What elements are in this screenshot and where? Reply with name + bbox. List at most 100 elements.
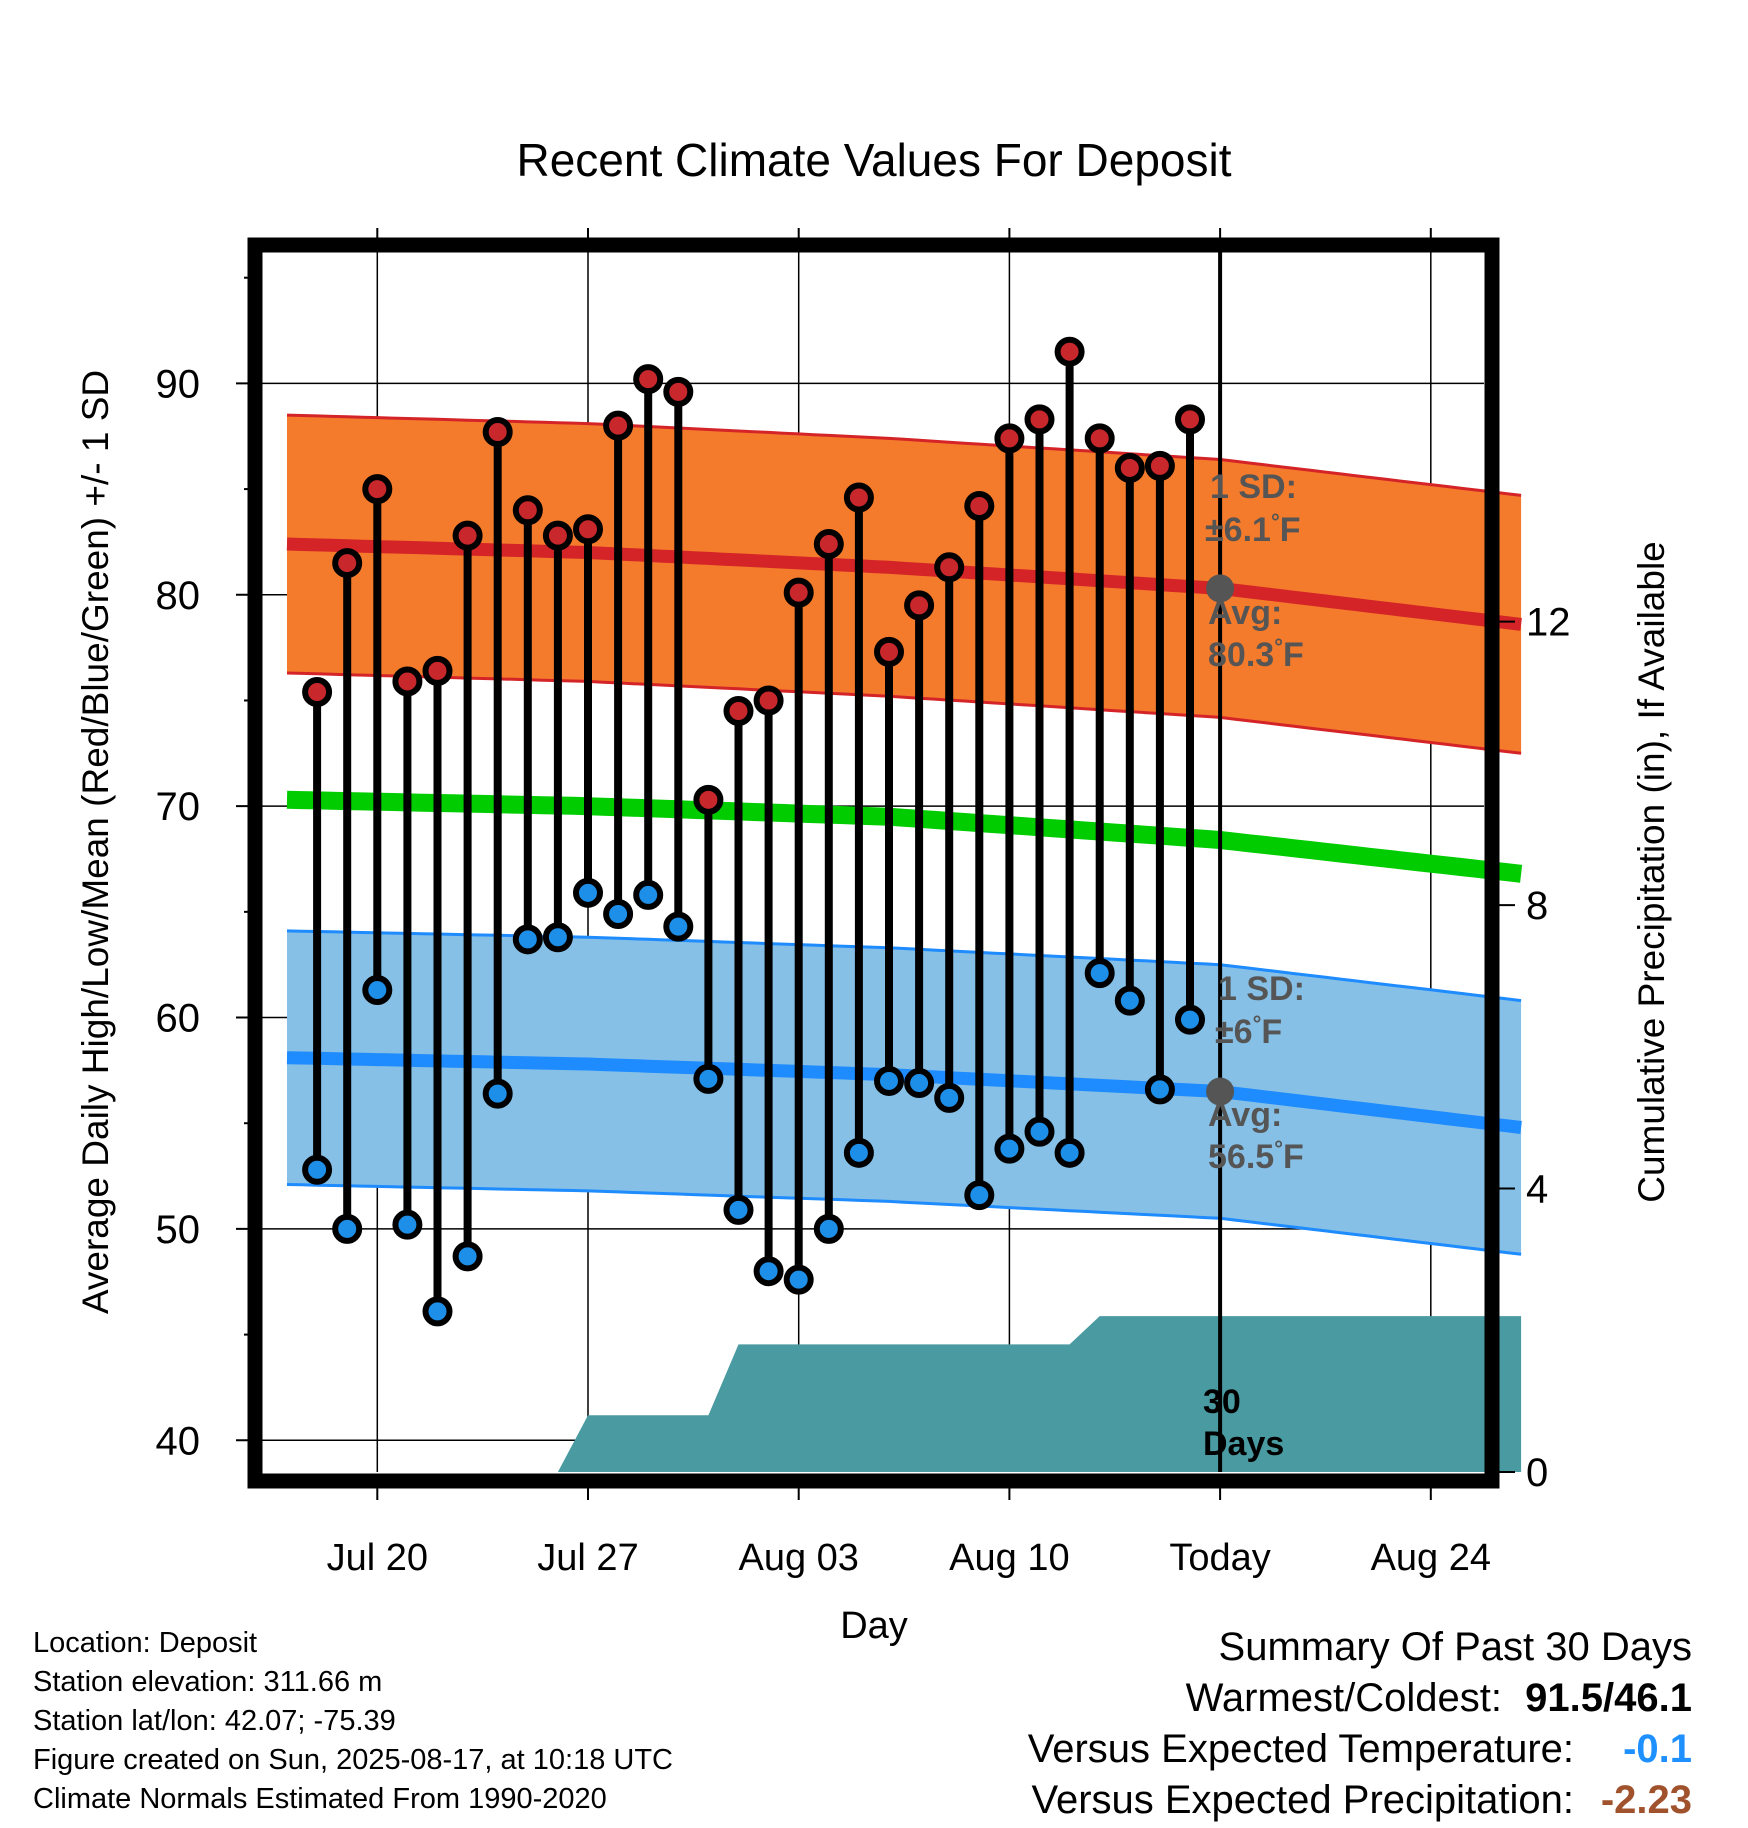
high-temp-marker [1024, 404, 1055, 435]
high-temp-marker [783, 577, 814, 608]
high-temp-marker [332, 548, 363, 579]
low-temp-marker [302, 1154, 333, 1185]
high-temp-marker [603, 410, 634, 441]
high-avg-label: Avg: [1208, 594, 1282, 632]
latlon-text: Station lat/lon: 42.07; -75.39 [33, 1705, 396, 1737]
high-temp-marker [753, 685, 784, 716]
high-temp-marker [542, 520, 573, 551]
summary-precip-row: Versus Expected Precipitation: -2.23 [1028, 1775, 1692, 1826]
y2-tick-label: 0 [1526, 1451, 1548, 1495]
warmest-value: 91.5/46.1 [1525, 1676, 1692, 1720]
low-temp-marker [452, 1241, 483, 1272]
x-axis-label: Day [840, 1605, 908, 1647]
low-sd-value: ±6°F [1215, 1011, 1282, 1051]
low-temp-marker [392, 1209, 423, 1240]
high-temp-marker [392, 666, 423, 697]
station-info: Location: Deposit Station elevation: 311… [33, 1624, 673, 1819]
low-temp-marker [603, 898, 634, 929]
daily-markers [302, 336, 1235, 1327]
high-temp-marker [512, 495, 543, 526]
y-axis-label: Average Daily High/Low/Mean (Red/Blue/Gr… [75, 370, 116, 1314]
high-temp-marker [633, 364, 664, 395]
x-tick-label: Jul 27 [537, 1537, 638, 1579]
temp-label: Versus Expected Temperature: [1027, 1727, 1574, 1771]
low-temp-marker [994, 1133, 1025, 1164]
low-temp-marker [843, 1137, 874, 1168]
y-tick-label: 90 [156, 362, 201, 406]
high-sd-label: 1 SD: [1210, 468, 1297, 506]
y-tick-label: 50 [156, 1208, 201, 1252]
precip-value: -2.23 [1600, 1778, 1692, 1822]
low-sd-band [287, 930, 1522, 1255]
high-temp-marker [934, 552, 965, 583]
high-temp-marker [302, 677, 333, 708]
y-tick-label: 70 [156, 785, 201, 829]
chart-title: Recent Climate Values For Deposit [517, 134, 1232, 186]
low-temp-marker [422, 1296, 453, 1327]
high-temp-marker [663, 376, 694, 407]
low-sd-label: 1 SD: [1218, 970, 1305, 1008]
low-sd-upper-edge [286, 929, 1522, 1003]
high-temp-marker [904, 590, 935, 621]
low-temp-marker [904, 1068, 935, 1099]
summary-temp-row: Versus Expected Temperature: -0.1 [1028, 1724, 1692, 1775]
low-temp-marker [934, 1082, 965, 1113]
axes: 40 50 60 70 80 90 0 4 8 12 Jul 20 Jul 27 Aug 03 Aug 1… [156, 228, 1571, 1579]
low-temp-marker [1084, 958, 1115, 989]
precip-label: Versus Expected Precipitation: [1031, 1778, 1574, 1822]
low-temp-marker [663, 911, 694, 942]
today-low-normal-marker [1206, 1077, 1235, 1106]
low-temp-marker [874, 1065, 904, 1096]
low-temp-marker [813, 1213, 844, 1244]
high-temp-marker [1144, 450, 1175, 481]
y2-axis-label: Cumulative Precipitation (in), If Availa… [1631, 541, 1672, 1203]
x-tick-label: Jul 20 [327, 1537, 428, 1579]
low-temp-marker [633, 879, 664, 910]
high-temp-marker [723, 696, 754, 727]
low-temp-marker [542, 922, 573, 953]
today-high-normal-marker [1206, 574, 1235, 603]
cumulative-precip-area [287, 1316, 1522, 1472]
high-mean-line [286, 537, 1522, 631]
high-temp-marker [1084, 423, 1115, 454]
high-temp-marker [1114, 452, 1145, 483]
high-temp-marker [813, 529, 844, 560]
low-temp-marker [482, 1078, 513, 1109]
high-temp-marker [362, 474, 393, 505]
low-temp-marker [1054, 1137, 1085, 1168]
x-tick-label: Aug 03 [738, 1537, 858, 1579]
low-temp-marker [723, 1194, 754, 1225]
normals-text: Climate Normals Estimated From 1990-2020 [33, 1783, 607, 1815]
plot-frame [247, 237, 1500, 1489]
low-avg-value: 56.5°F [1208, 1136, 1304, 1176]
low-temp-marker [1024, 1116, 1055, 1147]
high-temp-marker [874, 636, 904, 667]
high-temp-marker [573, 514, 603, 545]
low-temp-marker [783, 1264, 814, 1295]
low-temp-marker [512, 924, 543, 955]
normal-bands [286, 413, 1523, 1256]
x-tick-label: Aug 24 [1371, 1537, 1491, 1579]
period-unit: Days [1203, 1425, 1284, 1463]
low-temp-marker [573, 877, 603, 908]
high-sd-band [287, 415, 1522, 754]
location-text: Location: Deposit [33, 1627, 258, 1659]
y2-tick-label: 12 [1526, 601, 1571, 645]
temp-value: -0.1 [1623, 1727, 1692, 1771]
high-temp-marker [452, 520, 483, 551]
high-temp-marker [1175, 404, 1205, 435]
y2-tick-label: 8 [1526, 884, 1548, 928]
elevation-text: Station elevation: 311.66 m [33, 1666, 383, 1698]
low-sd-lower-edge [286, 1183, 1522, 1256]
y2-tick-label: 4 [1526, 1168, 1548, 1212]
low-temp-marker [753, 1256, 784, 1287]
period-label: 30 [1203, 1383, 1241, 1421]
y-tick-label: 80 [156, 574, 201, 618]
high-temp-marker [693, 784, 724, 815]
high-temp-marker [1054, 336, 1085, 367]
plot-border [247, 237, 1500, 1489]
y-tick-label: 40 [156, 1419, 201, 1463]
created-text: Figure created on Sun, 2025-08-17, at 10… [33, 1744, 673, 1776]
high-avg-value: 80.3°F [1208, 634, 1304, 674]
